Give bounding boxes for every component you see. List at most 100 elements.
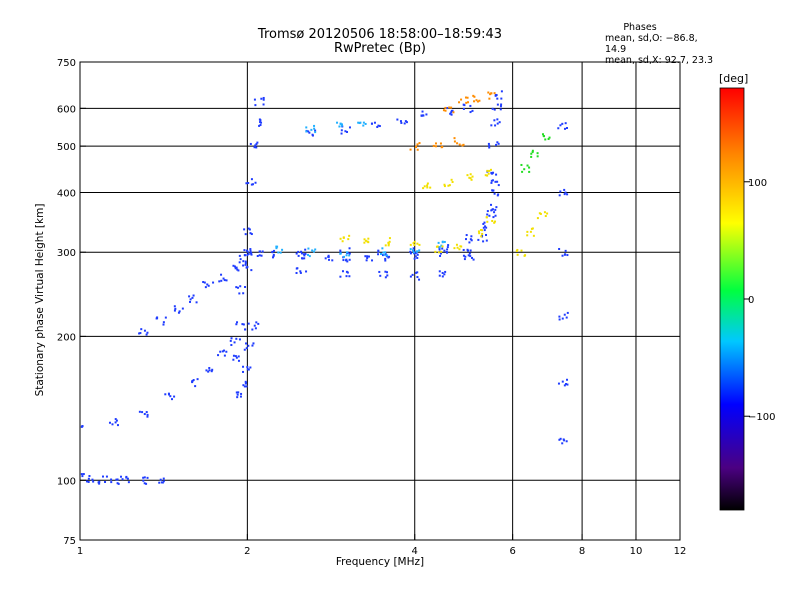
data-point: [531, 151, 534, 154]
data-point: [490, 181, 493, 184]
x-tick-label: 8: [579, 546, 585, 557]
data-point: [561, 317, 564, 320]
data-point: [563, 127, 566, 130]
data-point: [494, 124, 497, 127]
data-point: [115, 478, 118, 481]
data-point: [367, 237, 370, 240]
data-point: [239, 395, 242, 398]
data-point: [249, 249, 252, 252]
data-point: [189, 298, 192, 301]
data-point: [251, 344, 254, 347]
data-point: [253, 146, 256, 149]
data-point: [381, 254, 384, 257]
data-point: [456, 246, 459, 249]
data-point: [340, 129, 343, 132]
data-point: [367, 255, 370, 258]
data-point: [279, 251, 282, 254]
data-point: [465, 234, 468, 237]
data-point: [497, 184, 500, 187]
data-point: [443, 273, 446, 276]
data-point: [487, 142, 490, 145]
data-point: [415, 271, 418, 274]
data-point: [254, 327, 257, 330]
data-point: [449, 112, 452, 115]
data-point: [98, 482, 101, 485]
data-point: [466, 174, 469, 177]
data-point: [429, 186, 432, 189]
data-point: [386, 271, 389, 274]
data-point: [91, 478, 94, 481]
data-point: [558, 315, 561, 318]
data-point: [467, 101, 470, 104]
data-point: [563, 193, 566, 196]
data-point: [444, 106, 447, 109]
data-point: [243, 254, 246, 257]
data-point: [366, 255, 369, 258]
data-point: [336, 121, 339, 124]
data-point: [437, 251, 440, 254]
data-point: [250, 178, 253, 181]
data-point: [196, 378, 199, 381]
data-point: [488, 144, 491, 147]
data-point: [162, 477, 165, 480]
data-point: [101, 475, 104, 478]
data-point: [565, 126, 568, 129]
data-point: [412, 242, 415, 245]
data-point: [242, 264, 245, 267]
data-point: [141, 411, 144, 414]
data-point: [496, 103, 499, 106]
data-point: [362, 124, 365, 127]
data-point: [254, 104, 257, 107]
data-point: [451, 109, 454, 112]
data-point: [254, 181, 257, 184]
data-point: [314, 248, 317, 251]
x-tick-label: 10: [630, 546, 643, 557]
data-point: [340, 123, 343, 126]
data-point: [115, 419, 118, 422]
data-point: [482, 226, 485, 229]
data-point: [305, 126, 308, 129]
data-point: [496, 122, 499, 125]
data-point: [452, 111, 455, 114]
data-point: [387, 241, 390, 244]
colorbar-tick-label: 100: [748, 178, 767, 189]
data-point: [409, 248, 412, 251]
data-point: [492, 171, 495, 174]
data-point: [405, 121, 408, 124]
data-point: [524, 254, 527, 257]
data-point: [446, 251, 449, 254]
data-point: [441, 247, 444, 250]
data-point: [455, 243, 458, 246]
data-point: [177, 311, 180, 314]
data-point: [470, 235, 473, 238]
data-point: [205, 369, 208, 372]
data-point: [388, 237, 391, 240]
data-point: [339, 237, 342, 240]
data-point: [413, 243, 416, 246]
data-point: [529, 230, 532, 233]
data-point: [245, 249, 248, 252]
data-point: [143, 413, 146, 416]
data-point: [384, 251, 387, 254]
data-point: [300, 252, 303, 255]
data-point: [232, 264, 235, 267]
data-point: [256, 255, 259, 258]
data-point: [470, 256, 473, 259]
data-point: [470, 178, 473, 181]
data-point: [448, 184, 451, 187]
data-point: [546, 212, 549, 215]
data-point: [191, 296, 194, 299]
data-point: [167, 392, 170, 395]
data-point: [450, 113, 453, 116]
data-point: [120, 475, 123, 478]
data-point: [212, 281, 215, 284]
data-point: [277, 251, 280, 254]
data-point: [181, 307, 184, 310]
phase-stats-o: mean, sd,O: −86.8, 14.9: [605, 33, 698, 55]
y-tick-label: 300: [57, 248, 76, 259]
data-point: [146, 476, 149, 479]
data-point: [440, 250, 443, 253]
data-point: [447, 244, 450, 247]
data-point: [396, 118, 399, 121]
data-point: [490, 203, 493, 206]
